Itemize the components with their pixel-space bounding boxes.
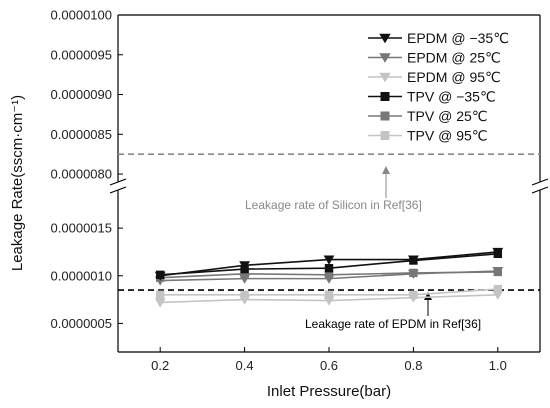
- data-point: [324, 290, 334, 300]
- legend-marker: [380, 131, 390, 140]
- data-point: [493, 267, 502, 277]
- data-point: [156, 270, 165, 280]
- legend-marker: [379, 33, 391, 44]
- data-point: [240, 269, 249, 279]
- y-tick-label: 0.0000100: [51, 8, 112, 23]
- legend-label: TPV @ 95℃: [407, 128, 488, 144]
- x-tick-label: 0.8: [404, 358, 422, 373]
- x-axis-title: Inlet Pressure(bar): [267, 383, 391, 400]
- legend-marker: [380, 111, 390, 121]
- reference-lines-group: Leakage rate of Silicon in Ref[36] Leakag…: [118, 153, 540, 331]
- data-point: [324, 263, 334, 273]
- legend-label: TPV @ −35℃: [407, 89, 496, 105]
- legend-marker: [379, 53, 391, 63]
- data-point: [409, 256, 418, 265]
- data-point: [156, 290, 165, 300]
- y-tick-label: 0.0000010: [51, 268, 112, 283]
- data-point: [154, 298, 166, 308]
- y-tick-label: 0.0000095: [51, 47, 112, 62]
- y-tick-label: 0.0000015: [51, 221, 112, 236]
- data-point: [240, 264, 249, 274]
- x-tick-label: 0.2: [151, 358, 169, 373]
- epdm-annotation-label: Leakage rate of EPDM in Ref[36]: [305, 317, 481, 331]
- data-point: [323, 255, 335, 265]
- legend-label: EPDM @ −35℃: [407, 30, 509, 46]
- y-tick-label: 0.0000085: [51, 127, 112, 142]
- legend-label: TPV @ 25℃: [407, 108, 488, 124]
- data-point: [409, 290, 418, 300]
- data-point: [493, 284, 502, 294]
- data-point: [409, 268, 418, 278]
- axis-break-right-mark: [531, 178, 549, 194]
- silicon-annotation-label: Leakage rate of Silicon in Ref[36]: [245, 198, 422, 212]
- data-point: [493, 249, 502, 259]
- legend-marker: [379, 72, 391, 83]
- y-axis-title: Leakage Rate(sscm·cm⁻¹): [9, 95, 26, 271]
- y-tick-label: 0.0000080: [51, 167, 112, 182]
- series-3: [156, 249, 502, 280]
- series-group: [154, 247, 504, 308]
- series-5: [156, 284, 502, 300]
- legend-label: EPDM @ 25℃: [407, 50, 501, 66]
- y-tick-label: 0.0000090: [51, 87, 112, 102]
- axis-break-left-mark: [109, 178, 127, 194]
- x-tick-label: 0.4: [236, 358, 254, 373]
- legend: EPDM @ −35℃ EPDM @ 25℃ EPDM @ 95℃ TPV @ −35…: [368, 30, 509, 144]
- x-tick-label: 1.0: [489, 358, 507, 373]
- data-point: [324, 270, 334, 280]
- silicon-annotation-arrowhead: [382, 166, 390, 174]
- legend-marker: [380, 92, 390, 101]
- y-tick-label: 0.0000005: [51, 316, 112, 331]
- legend-label: EPDM @ 95℃: [407, 69, 501, 85]
- data-point: [240, 290, 249, 300]
- ticks-group: 0.2 0.4 0.6 0.8 1.0 0.0000080 0.0000085 0.00000…: [51, 8, 507, 374]
- x-tick-label: 0.6: [320, 358, 338, 373]
- plot-frame-group: [109, 14, 549, 353]
